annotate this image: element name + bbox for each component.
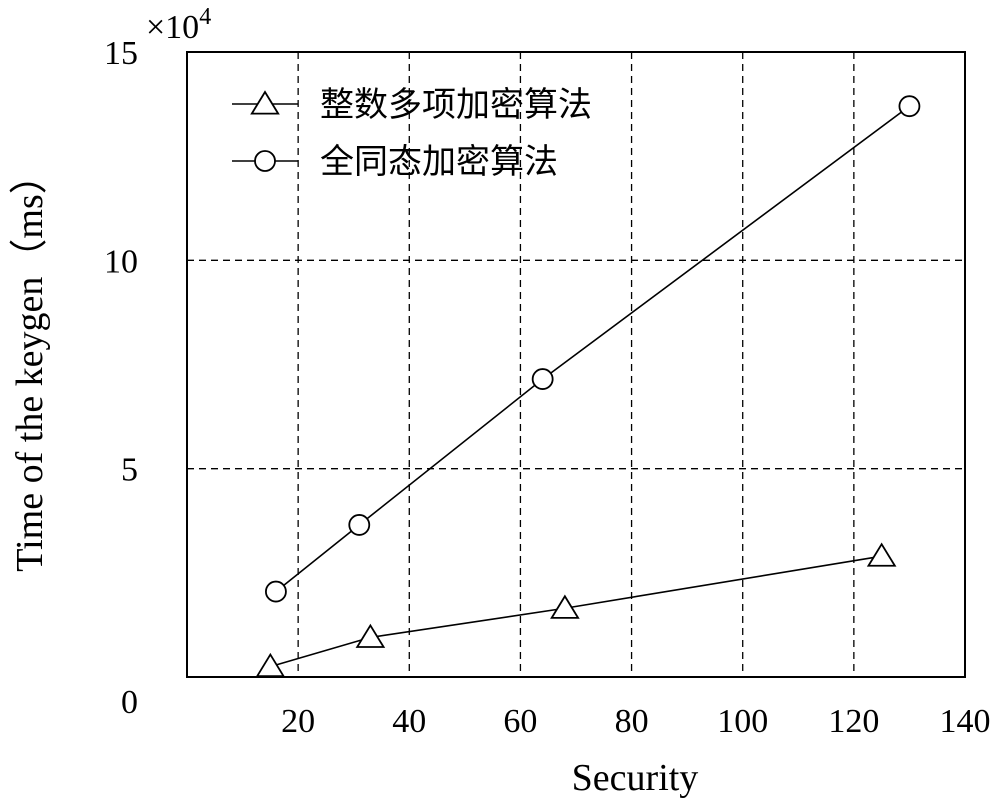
legend-label: 整数多项加密算法 [320,85,592,125]
y-tick-label: 15 [104,35,138,72]
x-tick-label: 140 [940,703,991,740]
series-line-2 [275,105,910,593]
grid-lines [187,52,965,677]
circle-marker [265,580,287,603]
triangle-marker [255,652,286,678]
circle-marker [348,514,371,536]
x-tick-label: 100 [717,703,768,740]
x-tick-label: 60 [503,703,537,740]
y-tick-labels: 0 5 10 15 [104,35,138,721]
x-tick-label: 80 [615,703,649,740]
x-axis-label: Security [572,757,699,799]
triangle-marker [866,542,897,567]
x-tick-label: 40 [392,703,426,740]
circle-marker [531,368,554,390]
series-line-1 [270,555,882,668]
x-tick-label: 120 [828,703,879,740]
y-axis-label: Time of the keygen（ms） [9,156,51,572]
x-tick-label: 20 [281,703,315,740]
series-group [255,95,921,678]
legend-circle-marker [254,150,276,172]
triangle-marker [550,594,580,619]
x-tick-labels: 20 40 60 80 100 120 140 [281,703,990,740]
y-multiplier-label: ×104 [146,4,211,46]
circle-marker [898,95,921,118]
y-tick-label: 10 [104,243,138,280]
triangle-marker [355,623,386,648]
plot-frame [186,51,966,678]
legend-triangle-marker [250,90,280,115]
legend-label: 全同态加密算法 [320,142,558,182]
y-tick-label: 5 [121,452,138,489]
y-tick-label: 0 [121,684,138,721]
